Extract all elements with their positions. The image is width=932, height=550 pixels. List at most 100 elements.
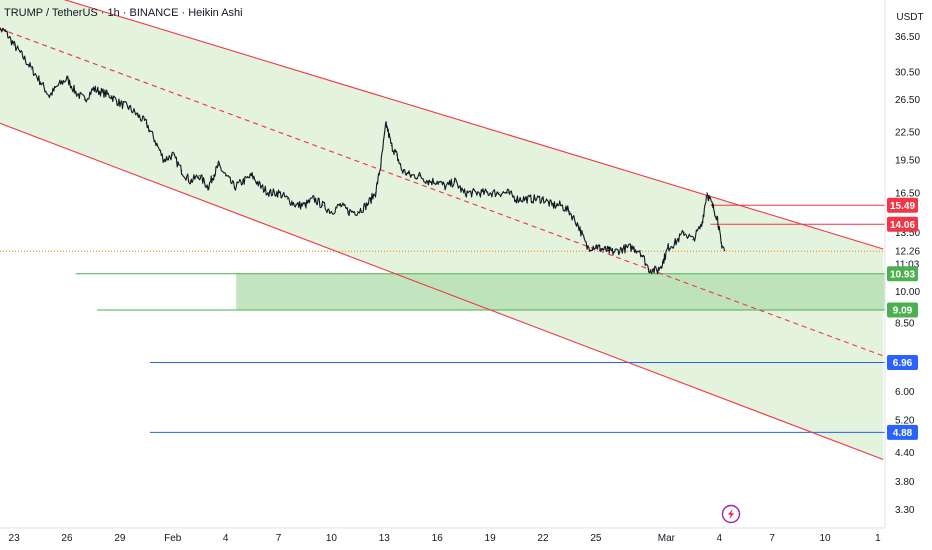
y-tick-label: 11:03 [895,259,920,270]
price-point [711,204,713,206]
x-tick-label: 23 [9,533,21,544]
y-tick-label: 19.50 [895,155,920,166]
price-point [586,246,588,249]
price-point [396,154,398,156]
price-point [454,180,456,182]
price-point [401,169,403,171]
y-tick-label: 5.20 [895,415,915,426]
price-point [385,122,387,124]
price-point [533,198,535,200]
price-point [507,192,509,194]
price-point [31,68,33,70]
y-tick-label: 16.50 [895,188,920,199]
price-point [524,198,526,200]
price-point [119,102,121,105]
price-badge-label: 15.49 [890,201,915,212]
price-point [212,175,214,177]
price-point [489,192,491,194]
price-point [348,210,350,213]
price-badge[interactable] [887,424,918,440]
y-tick-label: 4.40 [895,448,915,459]
price-point [295,204,297,206]
price-point [542,198,544,200]
price-point [595,245,597,247]
price-point [612,251,615,253]
support-zone[interactable] [236,273,886,311]
price-point [656,270,659,272]
price-point [463,192,465,194]
x-tick-label: 1 [875,533,881,544]
x-tick-label: 26 [61,533,73,544]
levels-layer [0,204,885,433]
price-point [260,186,262,188]
price-point [498,192,500,194]
price-series-line[interactable] [0,25,726,275]
price-point [154,140,156,142]
channel-mid-line[interactable] [0,28,884,357]
axes-layer: 36.50 30.50 26.50 22.50 19.50 16.50 13.50 12.26… [0,0,920,544]
price-point [198,175,200,177]
price-point [515,198,518,200]
price-badge[interactable] [887,355,918,371]
price-point [48,95,50,97]
price-badge[interactable] [887,197,918,213]
price-point [427,180,429,182]
price-point [207,186,209,188]
price-badge[interactable] [887,302,918,318]
price-point [322,204,324,206]
x-tick-label: 25 [590,533,602,544]
price-badge-label: 4.88 [893,428,913,439]
price-series-layer [0,25,726,275]
price-point [630,246,632,249]
price-point [304,204,306,206]
price-point [233,186,236,188]
price-point [251,175,253,177]
price-point [39,81,42,83]
price-point [639,249,641,252]
x-tick-label: 29 [114,533,126,544]
y-tick-label: 8.50 [895,319,915,330]
chart-title: TRUMP / TetherUS · 1h · BINANCE · Heikin… [4,7,243,19]
price-point [57,84,59,86]
price-point [471,192,474,194]
x-tick-label: Feb [164,533,182,544]
y-tick-label: 36.50 [895,32,920,43]
price-point [662,261,664,263]
y-tick-label: 10.00 [895,287,920,298]
price-badge[interactable] [887,216,918,232]
price-point [180,169,183,171]
price-point [357,210,359,213]
price-point [723,249,726,252]
price-point [667,246,669,249]
price-point [410,175,412,177]
channel-lower-line[interactable] [0,122,884,461]
x-tick-label: 10 [326,533,338,544]
price-point [286,198,288,200]
price-point [480,192,482,194]
price-badge[interactable] [887,266,918,282]
price-point [683,231,685,233]
x-tick-label: 22 [537,533,549,544]
x-tick-label: 7 [769,533,775,544]
price-point [418,175,421,177]
price-point [66,78,68,80]
price-point [551,204,553,206]
x-tick-label: 4 [223,533,229,544]
lightning-bolt-icon[interactable] [721,504,741,524]
currency-label[interactable]: USDT [896,12,923,23]
y-tick-label: 3.30 [895,505,915,516]
price-badges-layer: 15.49 14.06 10.93 9.09 6.96 4.88 [887,197,918,440]
price-point [13,44,15,46]
price-point [101,91,103,94]
price-point [269,192,271,194]
price-point [172,154,174,156]
price-point [445,186,447,188]
price-point [716,217,719,219]
zone-layer [236,273,886,311]
price-point [648,268,650,270]
channel-upper-line[interactable] [23,0,884,250]
price-point [225,175,227,177]
price-point [390,144,392,147]
